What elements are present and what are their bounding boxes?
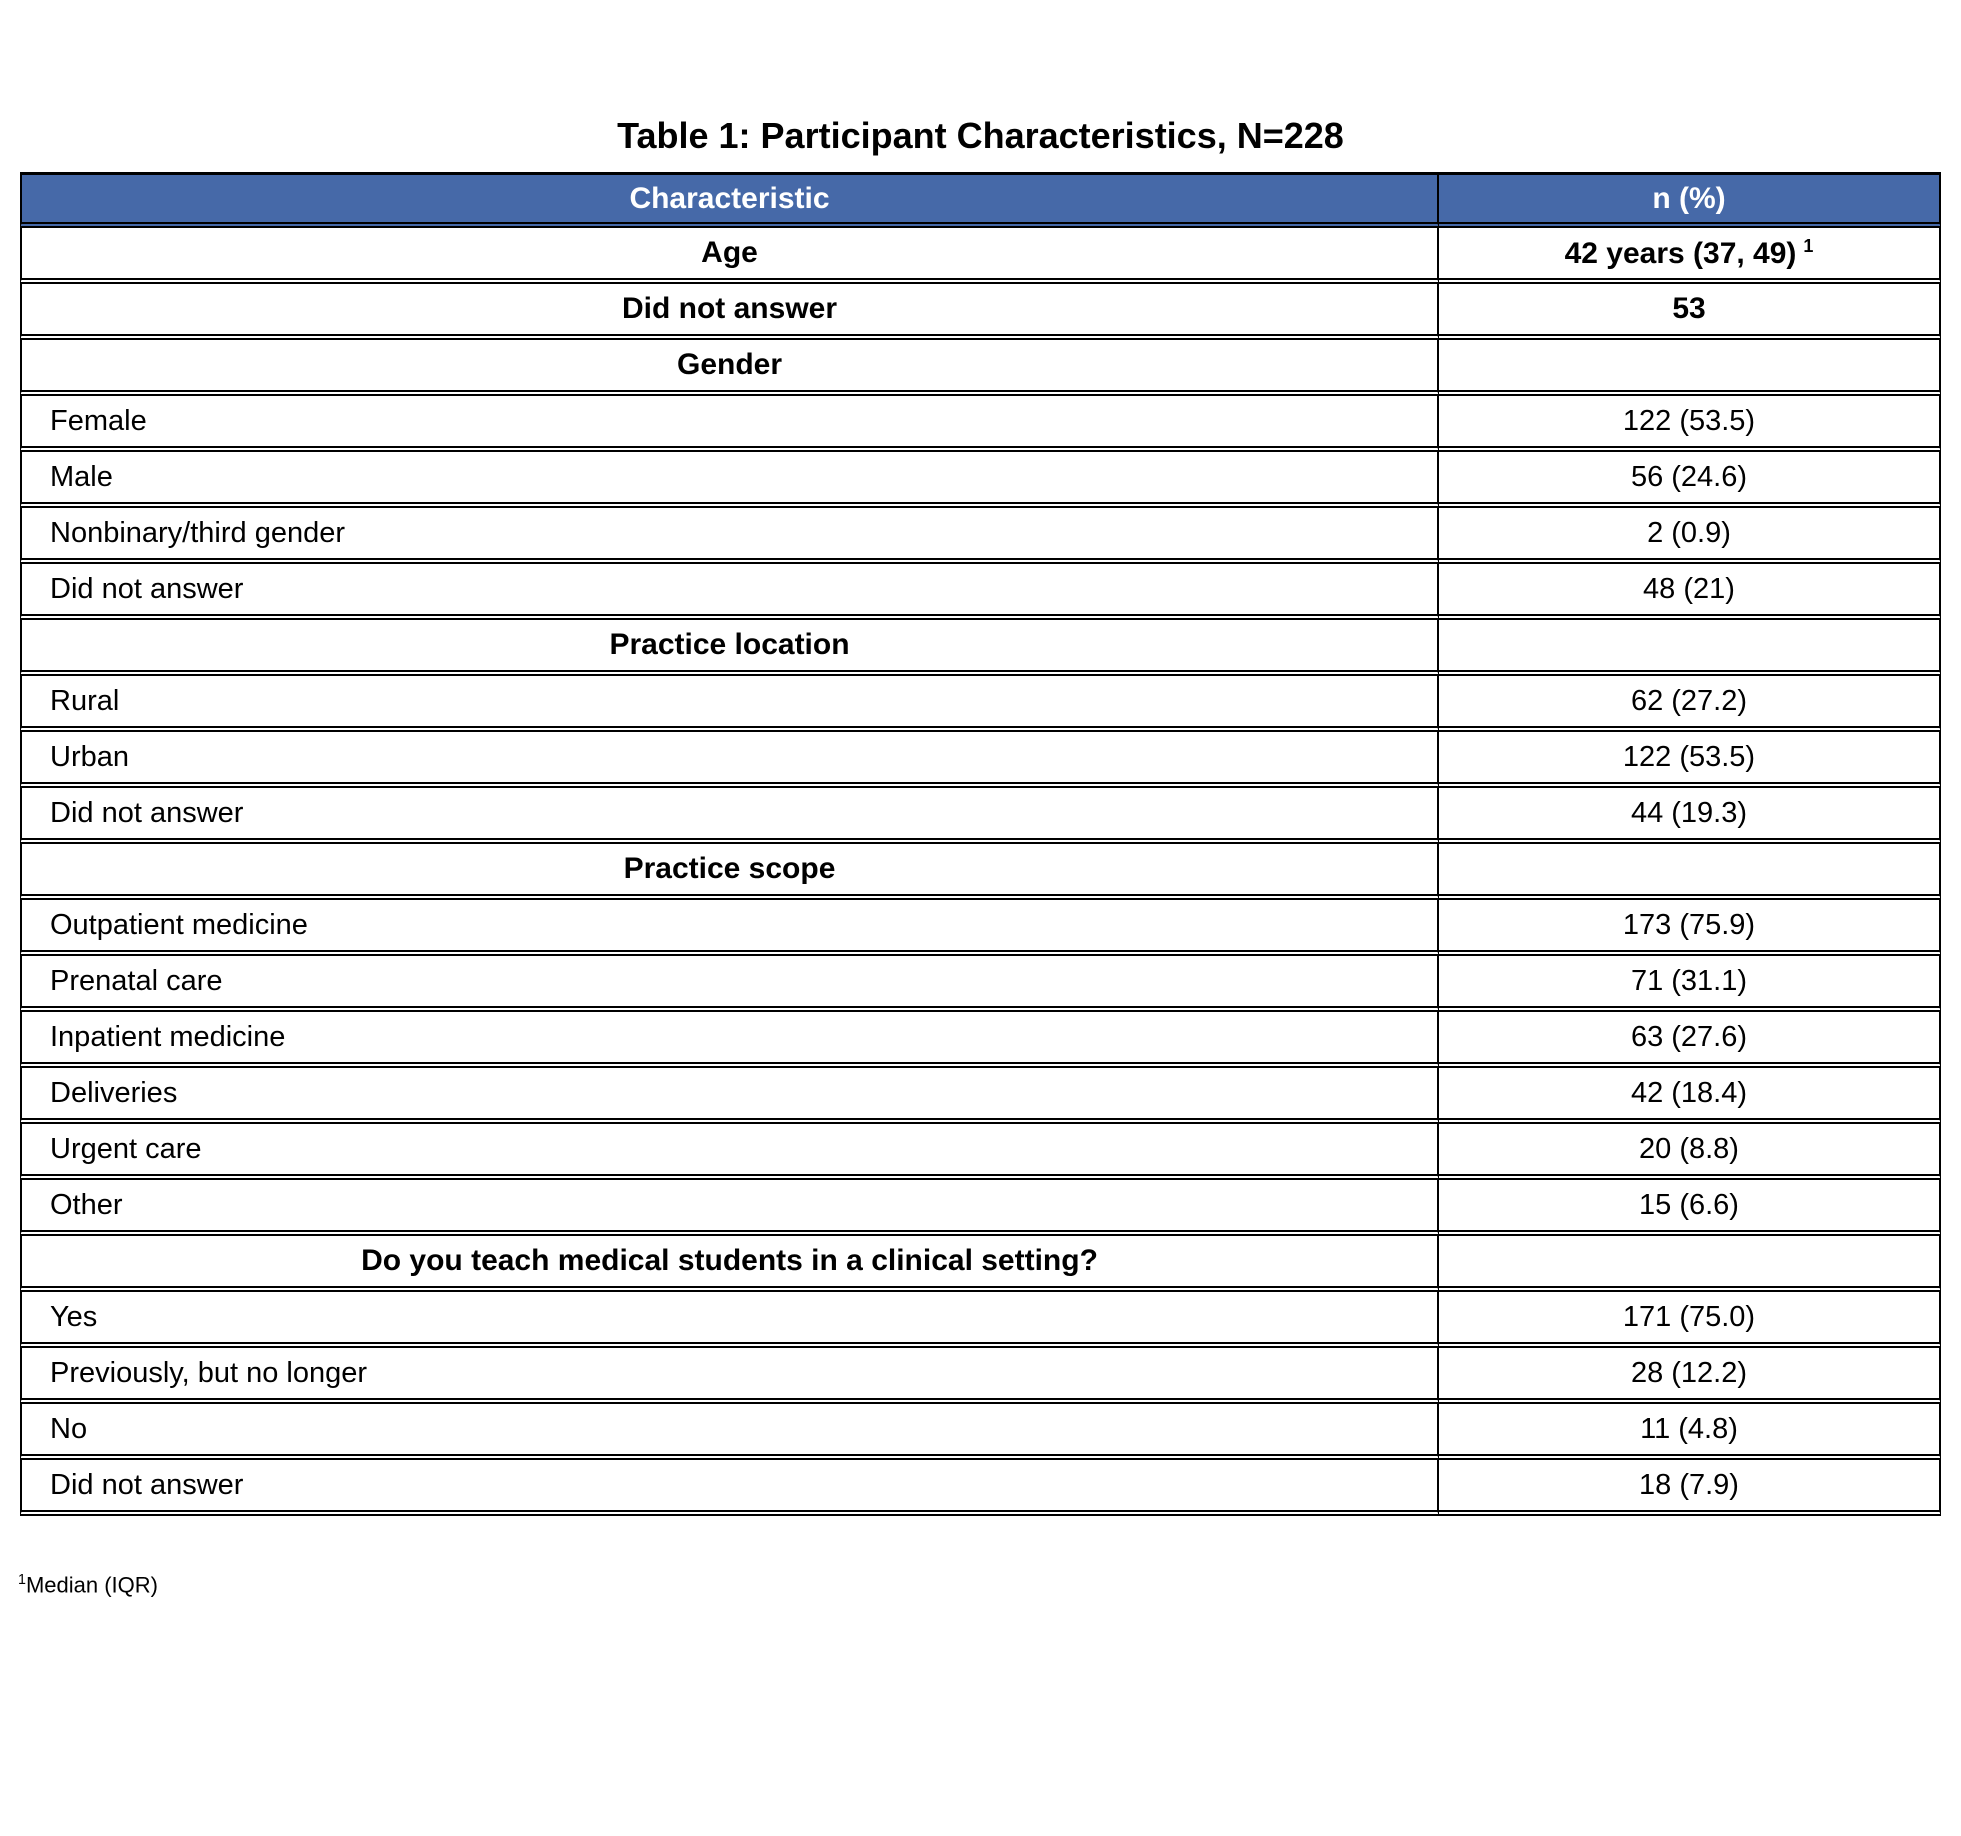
value-cell: 71 (31.1) [1439, 956, 1941, 1012]
table-row: Prenatal care 71 (31.1) [20, 956, 1941, 1012]
characteristic-cell: Did not answer [20, 1460, 1439, 1516]
characteristic-cell: Practice location [20, 620, 1439, 676]
table-row: Did not answer 44 (19.3) [20, 788, 1941, 844]
value-cell: 15 (6.6) [1439, 1180, 1941, 1236]
header-cell-n-percent: n (%) [1439, 172, 1941, 228]
value-cell: 171 (75.0) [1439, 1292, 1941, 1348]
value-cell: 42 (18.4) [1439, 1068, 1941, 1124]
table-row: Rural 62 (27.2) [20, 676, 1941, 732]
characteristic-cell: Urgent care [20, 1124, 1439, 1180]
value-superscript-marker: 1 [1803, 235, 1814, 256]
characteristic-cell: Gender [20, 340, 1439, 396]
document-page: Table 1: Participant Characteristics, N=… [0, 115, 1961, 1599]
characteristic-cell: Male [20, 452, 1439, 508]
table-row: Practice scope [20, 844, 1941, 900]
characteristic-cell: Other [20, 1180, 1439, 1236]
footnote-superscript-marker: 1 [18, 1572, 26, 1588]
table-row: Gender [20, 340, 1941, 396]
table-row: Urgent care 20 (8.8) [20, 1124, 1941, 1180]
characteristic-cell: Urban [20, 732, 1439, 788]
table-row: Female 122 (53.5) [20, 396, 1941, 452]
value-cell: 53 [1439, 284, 1941, 340]
table-row: Male 56 (24.6) [20, 452, 1941, 508]
value-cell: 122 (53.5) [1439, 396, 1941, 452]
characteristic-cell: Did not answer [20, 788, 1439, 844]
table-row: Inpatient medicine 63 (27.6) [20, 1012, 1941, 1068]
table-row: Did not answer 48 (21) [20, 564, 1941, 620]
value-cell: 11 (4.8) [1439, 1404, 1941, 1460]
footnote: 1Median (IQR) [0, 1516, 1961, 1599]
value-cell: 63 (27.6) [1439, 1012, 1941, 1068]
value-cell: 62 (27.2) [1439, 676, 1941, 732]
header-cell-characteristic: Characteristic [20, 172, 1439, 228]
table-row: Practice location [20, 620, 1941, 676]
characteristic-cell: Did not answer [20, 564, 1439, 620]
characteristic-cell: Nonbinary/third gender [20, 508, 1439, 564]
table-row: Deliveries 42 (18.4) [20, 1068, 1941, 1124]
table-row: Other 15 (6.6) [20, 1180, 1941, 1236]
characteristic-cell: Rural [20, 676, 1439, 732]
characteristic-cell: Prenatal care [20, 956, 1439, 1012]
characteristic-cell: Age [20, 228, 1439, 284]
table-row: Did not answer 53 [20, 284, 1941, 340]
table-row: Did not answer 18 (7.9) [20, 1460, 1941, 1516]
table-header-row: Characteristic n (%) [20, 172, 1941, 228]
value-cell [1439, 844, 1941, 900]
value-cell [1439, 1236, 1941, 1292]
table-body: Age 42 years (37, 49) 1 Did not answer 53 Gen… [20, 228, 1941, 1516]
table-row: Yes 171 (75.0) [20, 1292, 1941, 1348]
table-title: Table 1: Participant Characteristics, N=… [617, 115, 1344, 156]
characteristic-cell: Previously, but no longer [20, 1348, 1439, 1404]
value-cell: 122 (53.5) [1439, 732, 1941, 788]
characteristic-cell: Outpatient medicine [20, 900, 1439, 956]
value-cell: 56 (24.6) [1439, 452, 1941, 508]
value-cell: 173 (75.9) [1439, 900, 1941, 956]
characteristic-cell: Do you teach medical students in a clini… [20, 1236, 1439, 1292]
value-cell: 18 (7.9) [1439, 1460, 1941, 1516]
table-row: Urban 122 (53.5) [20, 732, 1941, 788]
table-row: Previously, but no longer 28 (12.2) [20, 1348, 1941, 1404]
value-cell: 48 (21) [1439, 564, 1941, 620]
table-row: Outpatient medicine 173 (75.9) [20, 900, 1941, 956]
value-cell: 2 (0.9) [1439, 508, 1941, 564]
value-cell [1439, 340, 1941, 396]
table-row: Nonbinary/third gender 2 (0.9) [20, 508, 1941, 564]
characteristic-cell: Practice scope [20, 844, 1439, 900]
footnote-text: Median (IQR) [25, 1572, 158, 1598]
characteristic-cell: Deliveries [20, 1068, 1439, 1124]
characteristic-cell: Inpatient medicine [20, 1012, 1439, 1068]
characteristic-cell: No [20, 1404, 1439, 1460]
value-cell: 42 years (37, 49) 1 [1439, 228, 1941, 284]
table-row: Do you teach medical students in a clini… [20, 1236, 1941, 1292]
value-cell: 44 (19.3) [1439, 788, 1941, 844]
participant-characteristics-table: Characteristic n (%) Age 42 years (37, 49… [20, 172, 1941, 1516]
value-cell: 20 (8.8) [1439, 1124, 1941, 1180]
value-cell [1439, 620, 1941, 676]
characteristic-cell: Did not answer [20, 284, 1439, 340]
table-row: Age 42 years (37, 49) 1 [20, 228, 1941, 284]
table-row: No 11 (4.8) [20, 1404, 1941, 1460]
characteristic-cell: Yes [20, 1292, 1439, 1348]
characteristic-cell: Female [20, 396, 1439, 452]
value-cell: 28 (12.2) [1439, 1348, 1941, 1404]
